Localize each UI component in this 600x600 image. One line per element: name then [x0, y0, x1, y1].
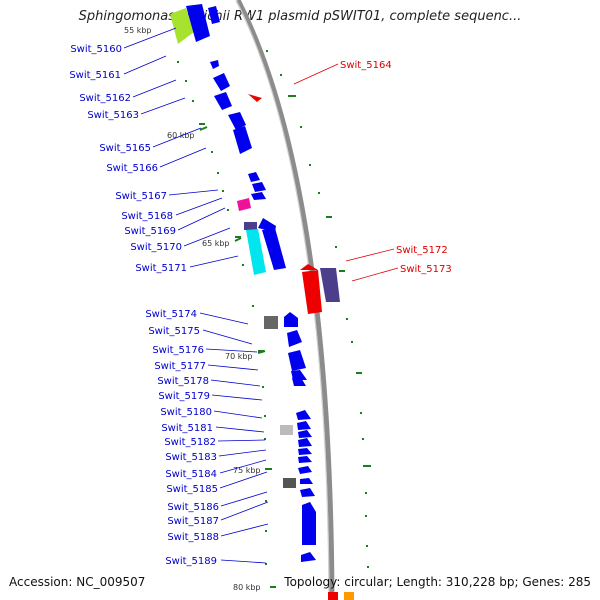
label-leaders-left [123, 27, 269, 564]
cds-reverse [248, 94, 262, 102]
gene-label: Swit_5164 [340, 60, 392, 71]
grey-feature [283, 478, 296, 488]
tick-label: 70 kbp [225, 352, 253, 361]
feature-blocks-top [170, 4, 266, 211]
cds-forward [208, 6, 220, 24]
tick-label: 65 kbp [202, 239, 230, 248]
orange-feature [344, 592, 354, 600]
gene-label: Swit_5186 [167, 502, 219, 513]
cds-forward [297, 421, 311, 430]
gene-label: Swit_5174 [145, 309, 197, 320]
cds-forward [186, 4, 210, 42]
gene-label: Swit_5176 [152, 345, 204, 356]
cds-forward [288, 350, 306, 371]
cds-forward [300, 488, 315, 497]
cds-dark [244, 222, 257, 230]
cds-forward [298, 438, 312, 447]
grey-feature [264, 316, 278, 329]
cds-forward [262, 228, 286, 270]
gene-label: Swit_5189 [165, 556, 217, 567]
gene-label: Swit_5169 [124, 226, 176, 237]
gene-label: Swit_5182 [164, 437, 216, 448]
cds-forward [213, 73, 230, 91]
grey-feature [280, 425, 293, 435]
gene-label: Swit_5163 [87, 110, 139, 121]
accession-text: Accession: NC_009507 [9, 575, 146, 589]
gene-label: Swit_5167 [115, 191, 167, 202]
magenta-feature [237, 198, 251, 211]
label-leaders-right [293, 63, 399, 282]
cds-forward [251, 192, 266, 200]
cds-forward [284, 312, 298, 327]
feature-blocks-middle [244, 218, 340, 314]
plasmid-backbone-highlight [235, 0, 330, 600]
cds-forward [302, 502, 316, 545]
gene-label: Swit_5184 [165, 469, 217, 480]
cds-reverse-dark [320, 268, 340, 302]
tick-label: 75 kbp [233, 466, 261, 475]
gene-label: Swit_5171 [135, 263, 187, 274]
gene-label: Swit_5183 [165, 452, 217, 463]
cds-forward [248, 172, 260, 182]
gene-label: Swit_5162 [79, 93, 131, 104]
gene-labels-left: Swit_5160 Swit_5161 Swit_5162 Swit_5163 … [69, 44, 219, 567]
plasmid-backbone [235, 0, 335, 600]
gene-label: Swit_5181 [161, 423, 213, 434]
tick-label: 80 kbp [233, 583, 261, 592]
gene-label: Swit_5172 [396, 245, 448, 256]
gene-label: Swit_5178 [157, 376, 209, 387]
gene-label: Swit_5180 [160, 407, 212, 418]
gene-label: Swit_5177 [154, 361, 206, 372]
cds-forward [298, 466, 312, 474]
gene-label: Swit_5185 [166, 484, 218, 495]
cds-forward [228, 112, 246, 130]
gene-label: Swit_5160 [70, 44, 122, 55]
cds-reverse [328, 592, 338, 600]
cds-reverse [302, 270, 322, 314]
feature-blocks-lower [264, 312, 354, 600]
cds-forward [296, 410, 311, 420]
gene-label: Swit_5187 [167, 516, 219, 527]
gene-label: Swit_5173 [400, 264, 452, 275]
cds-forward [214, 92, 232, 110]
tick-label: 60 kbp [167, 131, 195, 140]
cyan-feature [246, 229, 266, 275]
cds-forward [287, 330, 302, 347]
cds-forward [210, 60, 219, 69]
gene-label: Swit_5179 [158, 391, 210, 402]
gene-label: Swit_5175 [148, 326, 200, 337]
cds-forward [258, 218, 276, 232]
cds-reverse-head [300, 264, 318, 270]
gene-label: Swit_5161 [69, 70, 121, 81]
gene-label: Swit_5168 [121, 211, 173, 222]
cds-forward [301, 552, 316, 562]
gene-label: Swit_5188 [167, 532, 219, 543]
gene-labels-right: Swit_5164 Swit_5172 Swit_5173 [340, 60, 452, 275]
gene-label: Swit_5170 [130, 242, 182, 253]
tick-label: 55 kbp [124, 26, 152, 35]
cds-forward [300, 478, 313, 484]
cds-forward [233, 126, 252, 154]
cds-forward [298, 430, 312, 438]
lime-feature [170, 8, 194, 44]
cds-forward [298, 456, 312, 463]
gene-label: Swit_5165 [99, 143, 151, 154]
topology-text: Topology: circular; Length: 310,228 bp; … [284, 575, 591, 589]
cds-forward [292, 376, 306, 386]
gene-label: Swit_5166 [106, 163, 158, 174]
cds-forward [298, 448, 312, 455]
cds-forward [252, 182, 266, 192]
